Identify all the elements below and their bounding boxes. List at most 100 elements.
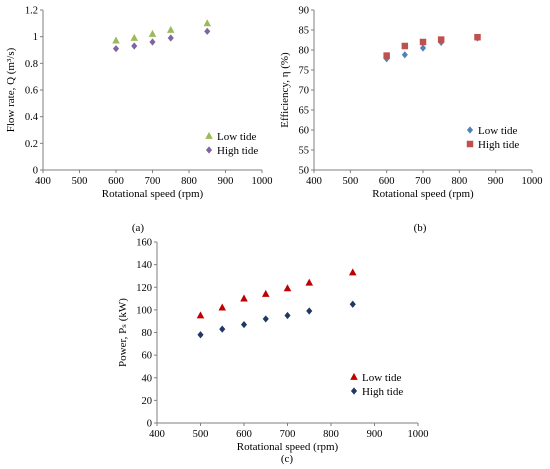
x-tick-label: 700	[280, 429, 296, 440]
data-point	[112, 36, 120, 44]
data-point	[196, 311, 205, 319]
data-point	[204, 27, 211, 35]
data-point	[419, 38, 427, 46]
y-tick-label: 70	[299, 86, 310, 97]
data-point	[130, 33, 139, 41]
data-point	[348, 268, 357, 276]
series-high-tide	[112, 27, 211, 53]
series-low-tide	[196, 268, 357, 319]
panel-label: (a)	[132, 222, 145, 234]
data-point	[203, 19, 212, 27]
y-tick-label: 1.2	[25, 6, 38, 17]
y-tick-label: 60	[299, 126, 310, 137]
y-axis-title: Flow rate, Q (m³/s)	[5, 47, 17, 132]
data-point	[284, 311, 291, 320]
x-tick-label: 500	[193, 429, 209, 440]
data-point	[240, 320, 248, 329]
x-tick-label: 700	[145, 176, 161, 187]
legend-marker	[350, 372, 358, 380]
x-tick-label: 400	[149, 429, 165, 440]
x-tick-label: 1000	[252, 176, 273, 187]
data-point	[349, 300, 356, 308]
y-tick-label: 50	[299, 166, 310, 177]
y-tick-label: 160	[136, 238, 152, 249]
x-tick-label: 900	[488, 176, 504, 187]
x-tick-label: 400	[35, 176, 51, 187]
y-tick-label: 0.6	[25, 86, 38, 97]
legend-label: High tide	[362, 386, 403, 398]
x-tick-label: 900	[218, 176, 234, 187]
chart-panel-c: 400 500 600 700 800 900 1000 0 20 40 60 80 100 120 140…	[117, 238, 429, 466]
y-tick-label: 0	[147, 419, 152, 430]
data-point	[148, 29, 157, 37]
x-tick-label: 700	[415, 176, 431, 187]
series-high-tide	[383, 33, 481, 59]
y-tick-label: 40	[142, 373, 153, 384]
legend-label: Low tide	[217, 131, 257, 143]
x-tick-label: 800	[181, 176, 197, 187]
data-point	[166, 25, 175, 33]
legend-label: Low tide	[362, 372, 402, 384]
data-point	[401, 42, 409, 50]
legend-label: Low tide	[478, 125, 518, 137]
data-point	[167, 34, 174, 42]
data-point	[240, 294, 248, 302]
x-tick-label: 400	[306, 176, 322, 187]
x-axis-title: Rotational speed (rpm)	[372, 188, 474, 200]
x-axis-title: Rotational speed (rpm)	[102, 188, 204, 200]
y-tick-label: 75	[299, 66, 310, 77]
y-tick-label: 65	[299, 106, 310, 117]
y-tick-label: 0.4	[25, 112, 39, 123]
data-point	[306, 307, 313, 315]
legend-marker	[466, 140, 474, 148]
x-tick-label: 1000	[522, 176, 543, 187]
x-tick-label: 900	[367, 429, 383, 440]
data-point	[383, 52, 390, 59]
legend-marker	[466, 126, 474, 134]
data-point	[218, 303, 227, 311]
x-tick-label: 1000	[408, 429, 429, 440]
data-point	[474, 33, 481, 41]
y-tick-label: 80	[142, 328, 153, 339]
x-tick-label: 800	[451, 176, 467, 187]
y-tick-label: 140	[136, 260, 152, 271]
y-tick-label: 60	[142, 351, 153, 362]
data-point	[197, 331, 204, 339]
x-tick-label: 500	[72, 176, 88, 187]
x-tick-label: 800	[323, 429, 339, 440]
x-tick-label: 500	[342, 176, 358, 187]
y-axis-title: Efficiency, η (%)	[279, 52, 291, 128]
data-point	[131, 42, 138, 50]
data-point	[437, 36, 445, 43]
y-tick-label: 120	[136, 283, 152, 294]
data-point	[419, 44, 427, 52]
legend-label: High tide	[478, 139, 519, 151]
data-point	[283, 284, 292, 292]
data-point	[261, 289, 270, 297]
panel-label: (b)	[414, 222, 427, 234]
chart-panel-b: 400 500 600 700 800 900 1000 50 55 60 65 70 75 80 85 90…	[279, 6, 543, 235]
legend-marker	[205, 131, 213, 139]
data-point	[401, 51, 408, 59]
x-axis-title: Rotational speed (rpm)	[237, 441, 339, 453]
y-tick-label: 20	[142, 396, 153, 407]
data-point	[112, 45, 120, 53]
data-point	[219, 325, 226, 333]
series-low-tide	[383, 34, 481, 63]
y-tick-label: 80	[299, 46, 310, 57]
data-point	[149, 38, 156, 46]
chart-panel-a: 400 500 600 700 800 900 1000 0 0.2 0.4 0.6 0.8 1 1.2 R…	[5, 6, 273, 235]
y-axis-title: Power, Pₛ (kW)	[117, 298, 129, 367]
legend-marker	[205, 146, 213, 154]
x-tick-label: 600	[108, 176, 124, 187]
data-point	[262, 315, 269, 323]
y-tick-label: 0.2	[25, 139, 38, 150]
x-tick-label: 600	[236, 429, 252, 440]
y-tick-label: 85	[299, 26, 310, 37]
y-tick-label: 100	[136, 305, 152, 316]
y-tick-label: 55	[299, 146, 310, 157]
y-tick-label: 90	[299, 6, 310, 17]
data-point	[305, 278, 314, 286]
x-tick-label: 600	[379, 176, 395, 187]
